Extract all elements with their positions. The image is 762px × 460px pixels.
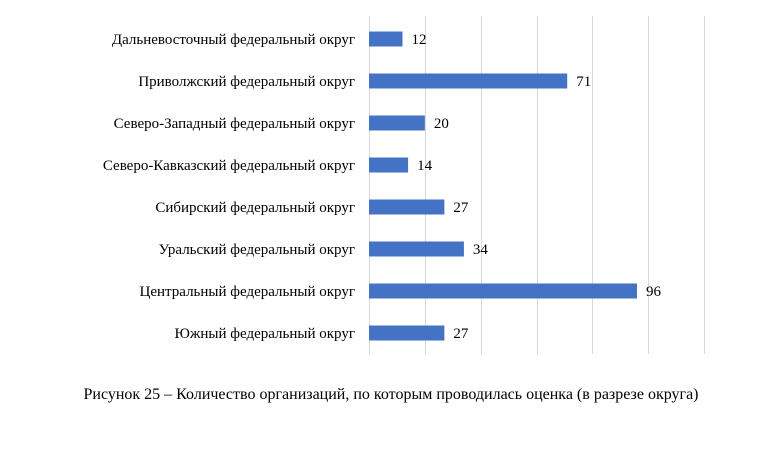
- figure-caption: Рисунок 25 – Количество организаций, по …: [83, 386, 699, 403]
- bar: [369, 157, 409, 173]
- bar: [369, 241, 464, 257]
- data-label: 14: [417, 158, 433, 174]
- data-label: 71: [576, 74, 591, 90]
- bar: [369, 31, 403, 47]
- category-label: Центральный федеральный округ: [140, 284, 355, 300]
- bar: [369, 73, 568, 89]
- data-label: 20: [434, 116, 449, 132]
- category-label: Северо-Западный федеральный округ: [114, 116, 355, 132]
- category-labels: Дальневосточный федеральный округ Приволж…: [103, 32, 355, 342]
- gridlines: [369, 16, 705, 354]
- data-labels: 12 71 20 14 27 34 96 27: [412, 32, 662, 342]
- category-label: Уральский федеральный округ: [159, 242, 355, 258]
- category-label: Дальневосточный федеральный округ: [112, 32, 355, 48]
- bar: [369, 199, 445, 215]
- data-label: 27: [453, 200, 469, 216]
- data-label: 27: [453, 326, 469, 342]
- data-label: 12: [412, 32, 427, 48]
- bars: [369, 31, 637, 341]
- category-label: Южный федеральный округ: [174, 326, 355, 342]
- bar: [369, 283, 637, 299]
- data-label: 34: [473, 242, 489, 258]
- bar: [369, 325, 445, 341]
- category-label: Сибирский федеральный округ: [155, 200, 355, 216]
- category-label: Северо-Кавказский федеральный округ: [103, 158, 355, 174]
- bar: [369, 115, 425, 131]
- data-label: 96: [646, 284, 662, 300]
- category-label: Приволжский федеральный округ: [138, 74, 355, 90]
